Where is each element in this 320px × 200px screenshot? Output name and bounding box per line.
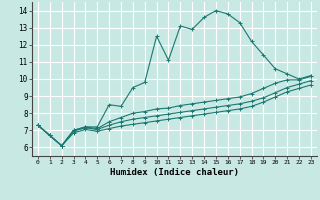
X-axis label: Humidex (Indice chaleur): Humidex (Indice chaleur) (110, 168, 239, 177)
